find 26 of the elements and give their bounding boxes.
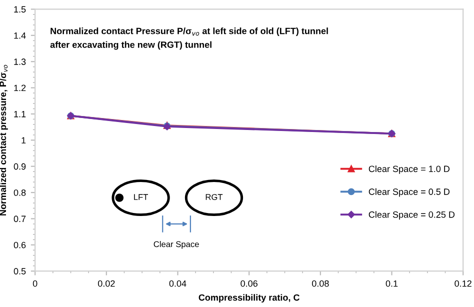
legend-label: Clear Space = 1.0 D: [368, 165, 450, 174]
annotation: RGT: [206, 194, 223, 200]
x-tick-label: 0.1: [386, 280, 398, 287]
legend-label: Clear Space = 0.25 D: [368, 211, 455, 220]
y-tick-label: 1: [22, 137, 26, 144]
y-tick-label: 0.6: [14, 242, 26, 248]
annotation: LFT: [134, 194, 148, 200]
y-tick-label: 1.4: [14, 32, 26, 39]
y-tick-label: 0.9: [14, 163, 26, 170]
y-tick-label: 1.1: [14, 111, 26, 118]
x-axis-title: Compressibility ratio, C: [198, 294, 300, 302]
annotation: Clear Space: [154, 241, 199, 249]
y-tick-label: 1.5: [14, 6, 26, 13]
x-tick-label: 0.02: [98, 280, 115, 287]
x-tick-label: 0: [32, 280, 38, 287]
x-tick-label: 0.04: [169, 280, 186, 287]
y-tick-label: 1.3: [14, 58, 26, 65]
legend-label: Clear Space = 0.5 D: [368, 188, 450, 197]
x-tick-label: 0.12: [454, 280, 472, 287]
y-tick-label: 0.5: [14, 268, 26, 274]
x-tick-label: 0.06: [240, 280, 258, 287]
text: Normalized contact Pressure P/σ$_{vo}$ at left side of old (LFT) tunnel after excavating the new (RGT) tunnel: [50, 28, 328, 50]
x-tick-label: 0.08: [312, 280, 329, 287]
y-tick-label: 0.8: [14, 189, 26, 196]
y-tick-label: 0.7: [14, 216, 26, 222]
y-tick-label: 1.2: [14, 84, 26, 92]
